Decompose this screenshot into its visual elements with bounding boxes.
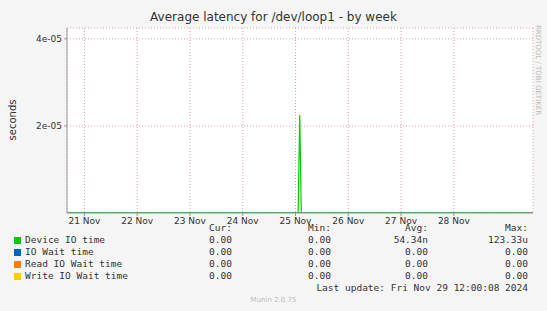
svg-text:22 Nov: 22 Nov (121, 216, 154, 226)
html-text:0.00: 0.00 (209, 258, 232, 269)
html-text:0.00: 0.00 (209, 246, 232, 257)
html-text:RRDTOOL / TOBI OETIKER: RRDTOOL / TOBI OETIKER (534, 24, 542, 116)
svg-text:4e-05: 4e-05 (36, 34, 62, 44)
html-text:Avg:: Avg: (405, 222, 428, 233)
html-text:0.00: 0.00 (405, 258, 428, 269)
html-text:0.00: 0.00 (505, 258, 528, 269)
html-text:123.33u: 123.33u (488, 234, 528, 245)
svg-text:23 Nov: 23 Nov (174, 216, 207, 226)
html-text:Cur:: Cur: (209, 222, 232, 233)
svg-text:21 Nov: 21 Nov (68, 216, 101, 226)
html-text:0.00: 0.00 (308, 234, 331, 245)
html-text:Device IO time: Device IO time (25, 234, 106, 245)
html-text:Average latency for /dev/loop1: Average latency for /dev/loop1 - by week (150, 10, 397, 24)
html-text:Munin 2.0.75: Munin 2.0.75 (250, 296, 297, 304)
svg-text:27 Nov: 27 Nov (385, 216, 417, 227)
html-text:Min:: Min: (308, 222, 331, 233)
svg-text:2e-05: 2e-05 (36, 121, 62, 131)
svg-text:24 Nov: 24 Nov (226, 216, 259, 227)
html-text:0.00: 0.00 (505, 246, 528, 257)
html-text:0.00: 0.00 (308, 246, 331, 257)
svg-text:28 Nov: 28 Nov (438, 216, 471, 226)
html-text:IO Wait time: IO Wait time (25, 246, 94, 257)
html-text:seconds: seconds (6, 99, 18, 141)
html-text:0.00: 0.00 (405, 270, 428, 281)
html-text:54.34n: 54.34n (393, 234, 428, 245)
html-text:Last update: Fri Nov 29 12:00:: Last update: Fri Nov 29 12:00:08 2024 (316, 282, 528, 293)
html-text:0.00: 0.00 (308, 270, 331, 281)
html-text:Read IO Wait time: Read IO Wait time (25, 258, 123, 269)
html-text:Write IO Wait time: Write IO Wait time (25, 270, 128, 281)
html-text:0.00: 0.00 (505, 270, 528, 281)
html-text:0.00: 0.00 (405, 246, 428, 257)
html-text:Max:: Max: (505, 222, 528, 233)
html-text:0.00: 0.00 (308, 258, 331, 269)
html-text:0.00: 0.00 (209, 270, 232, 281)
html-text:0.00: 0.00 (209, 234, 232, 245)
svg-text:25 Nov: 25 Nov (280, 216, 313, 226)
svg-text:26 Nov: 26 Nov (332, 216, 365, 226)
